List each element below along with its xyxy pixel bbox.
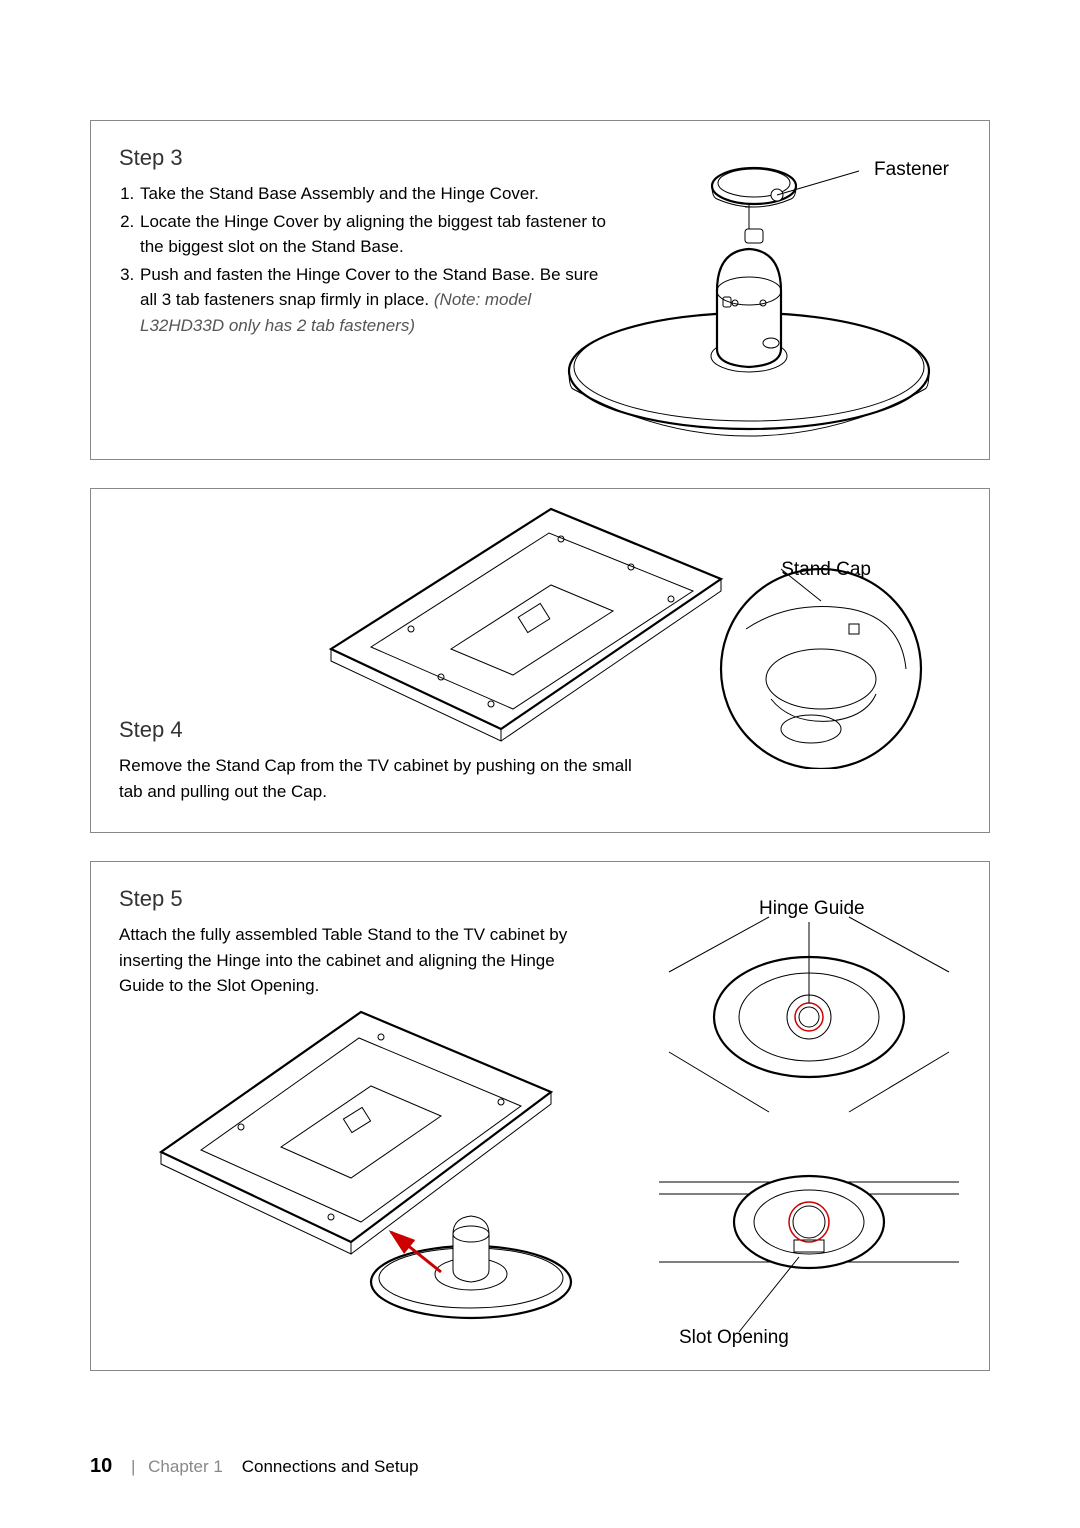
page: Step 3 Take the Stand Base Assembly and … (0, 0, 1080, 1439)
footer-section: Connections and Setup (242, 1457, 419, 1476)
step3-item-1: Take the Stand Base Assembly and the Hin… (139, 181, 607, 207)
step3-body: Take the Stand Base Assembly and the Hin… (119, 181, 607, 338)
step3-item-2: Locate the Hinge Cover by aligning the b… (139, 209, 607, 260)
step4-callout-standcap: Stand Cap (781, 559, 871, 581)
step3-diagram: Fastener (559, 131, 979, 451)
step3-box: Step 3 Take the Stand Base Assembly and … (90, 120, 990, 460)
footer-divider: | (131, 1457, 135, 1476)
step3-list: Take the Stand Base Assembly and the Hin… (119, 181, 607, 338)
step4-box: Stand Cap Step 4 Remove the Stand Cap fr… (90, 488, 990, 833)
step5-callout-hinge-guide: Hinge Guide (759, 898, 865, 920)
page-footer: 10 | Chapter 1 Connections and Setup (90, 1455, 418, 1478)
step5-diagram-left (131, 982, 591, 1342)
step4-title: Step 4 (119, 717, 658, 743)
page-number: 10 (90, 1455, 112, 1477)
footer-chapter: Chapter 1 (148, 1457, 223, 1476)
step5-box: Step 5 Attach the fully assembled Table … (90, 861, 990, 1371)
step5-callout-slot-opening: Slot Opening (679, 1327, 789, 1349)
step3-item-3: Push and fasten the Hinge Cover to the S… (139, 262, 607, 339)
hinge-assembly-svg (131, 982, 591, 1342)
step4-body: Remove the Stand Cap from the TV cabinet… (119, 753, 658, 804)
hinge-guide-svg (649, 902, 969, 1352)
step3-callout-fastener: Fastener (874, 159, 949, 181)
step5-diagram-right: Hinge Guide Slot Opening (649, 902, 969, 1352)
